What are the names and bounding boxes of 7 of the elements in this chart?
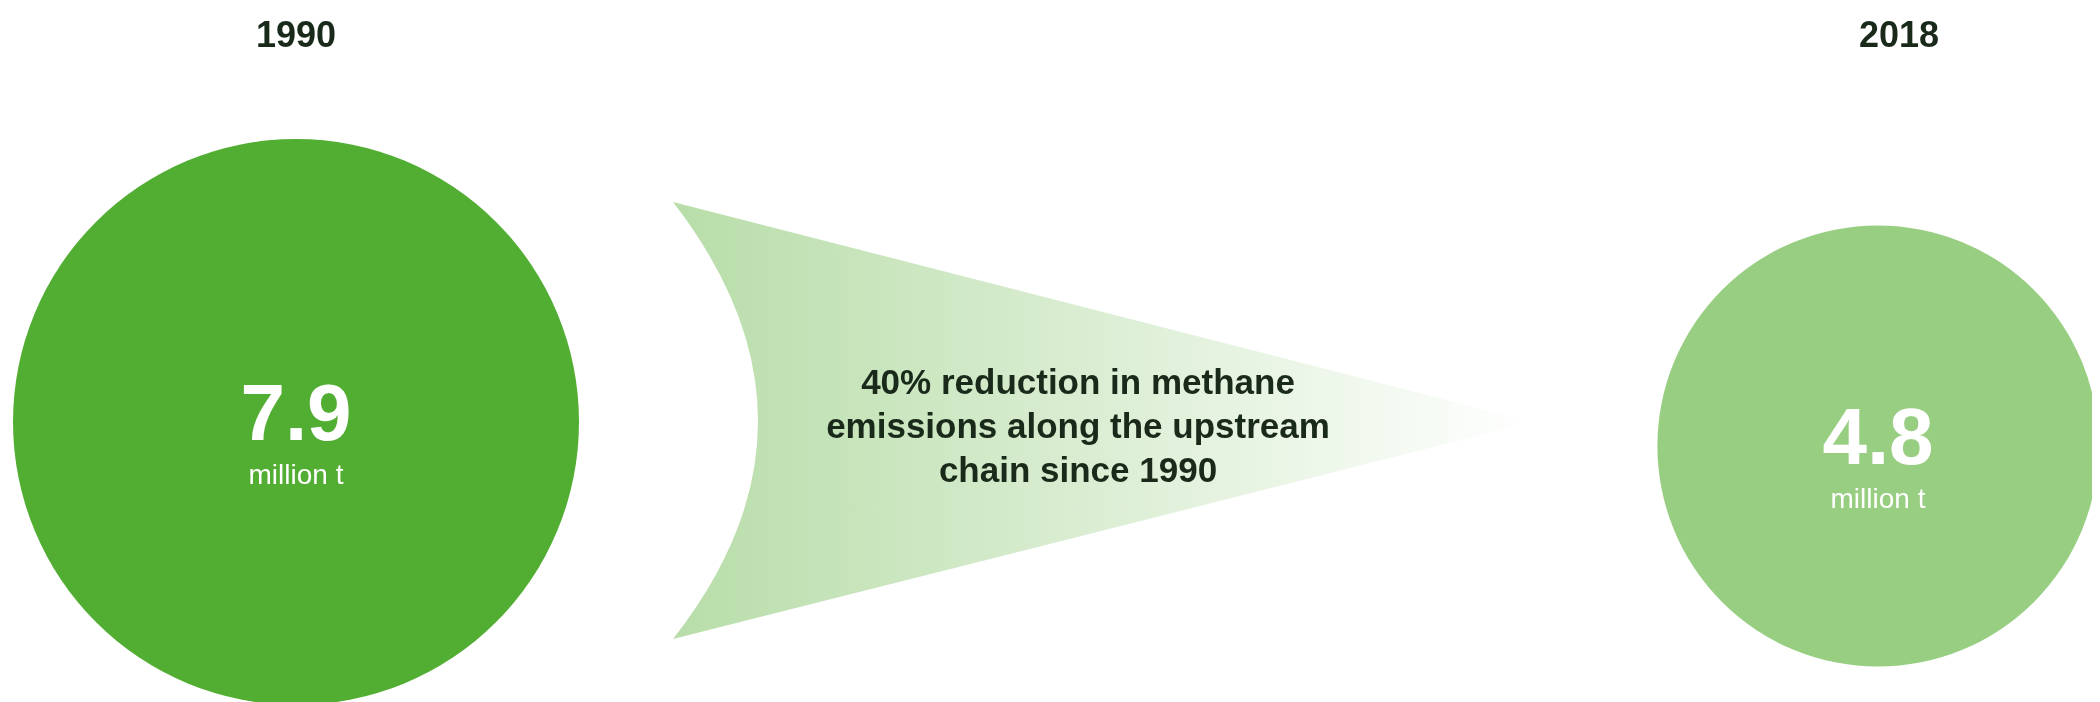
category-label: 2018 [1857, 14, 1941, 56]
data-label: 4.8 [1822, 392, 1934, 481]
text: million t [1830, 483, 1926, 514]
data-label: 7.9 [240, 368, 352, 457]
text: million t [248, 459, 344, 490]
text: 40% reduction in methane emissions along the upstream chain since 1990 [825, 361, 1331, 491]
category-label: 1990 [254, 14, 338, 56]
